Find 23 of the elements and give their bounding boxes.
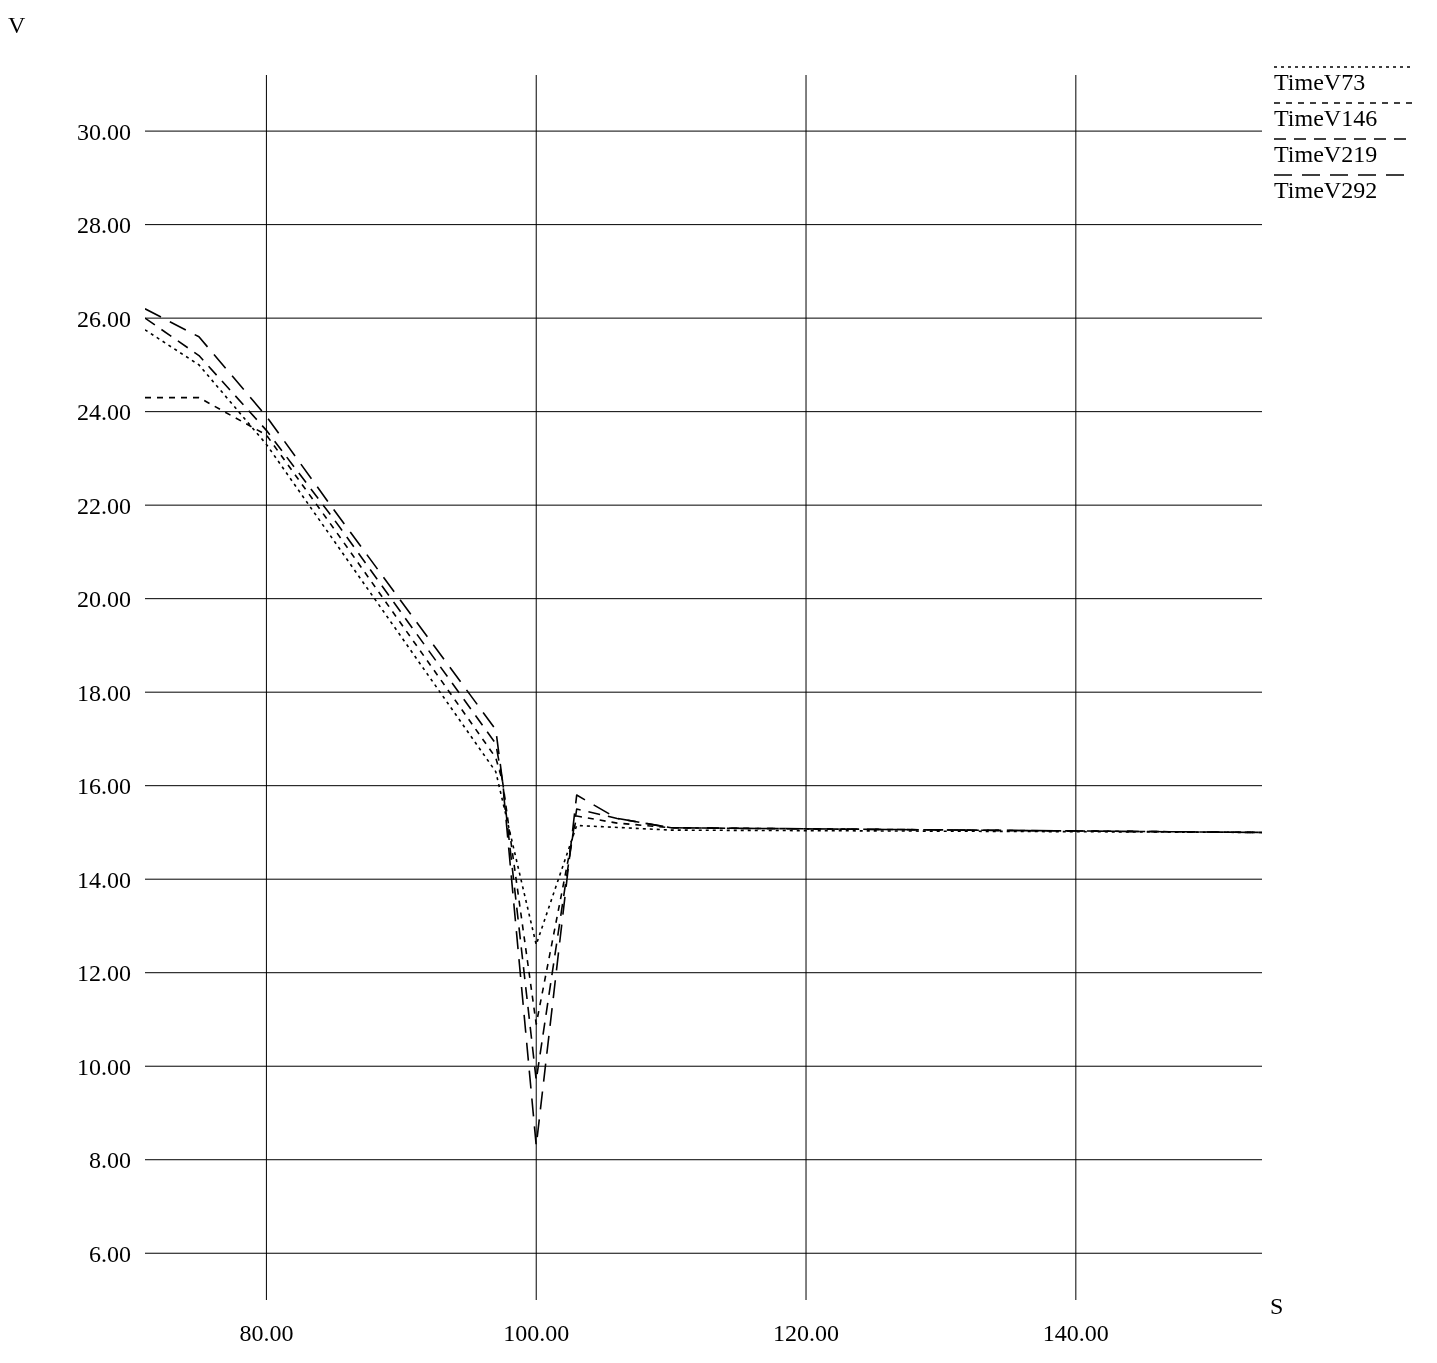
y-tick-label: 24.00 — [77, 399, 131, 426]
y-tick-label: 14.00 — [77, 866, 131, 893]
y-tick-label: 8.00 — [89, 1147, 131, 1174]
y-tick-label: 22.00 — [77, 492, 131, 519]
y-tick-label: 30.00 — [77, 118, 131, 145]
text: TimeV292 — [1274, 177, 1378, 203]
y-tick-label: 20.00 — [77, 586, 131, 613]
text: TimeV219 — [1274, 141, 1378, 167]
text: TimeV146 — [1274, 105, 1378, 131]
y-tick-label: 6.00 — [89, 1240, 131, 1267]
y-tick-label: 18.00 — [77, 679, 131, 706]
x-tick-label: 80.00 — [239, 1320, 294, 1347]
text: TimeV73 — [1274, 69, 1366, 95]
x-tick-label: 120.00 — [773, 1320, 840, 1347]
y-tick-label: 10.00 — [77, 1053, 131, 1080]
y-axis-title: V — [8, 12, 26, 39]
y-tick-label: 12.00 — [77, 960, 131, 987]
y-tick-label: 16.00 — [77, 773, 131, 800]
y-tick-label: 28.00 — [77, 212, 131, 239]
y-tick-label: 26.00 — [77, 305, 131, 332]
x-axis-title: S — [1270, 1293, 1284, 1320]
x-tick-label: 100.00 — [503, 1320, 570, 1347]
x-tick-label: 140.00 — [1042, 1320, 1109, 1347]
